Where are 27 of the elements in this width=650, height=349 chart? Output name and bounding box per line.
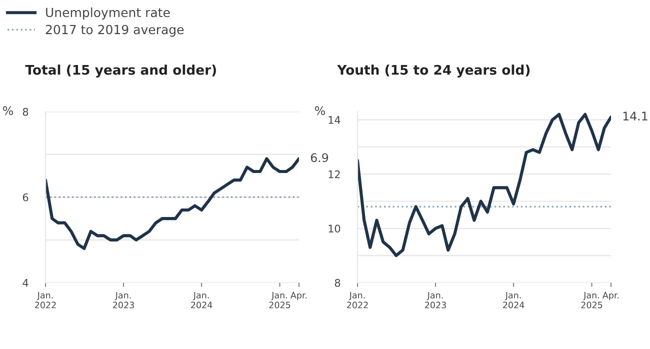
y-tick-label: 4 [22, 279, 28, 287]
annotation: 6.9 [310, 153, 328, 162]
x-tick-label: Jan. 2023 [113, 292, 134, 308]
annotation: 14.1 [623, 112, 648, 120]
y-axis-title: % [3, 106, 13, 116]
y-tick-label: 12 [328, 170, 340, 178]
line-series [46, 157, 299, 250]
line-series [358, 112, 611, 258]
y-tick-label: 8 [22, 108, 28, 116]
legend-label: 2017 to 2019 average [46, 24, 184, 37]
x-tick-label: Apr. [290, 292, 307, 300]
x-tick-label: Jan. 2024 [503, 292, 524, 308]
x-tick-label: Jan. 2024 [191, 292, 212, 308]
chart-title: Total (15 years and older) [25, 64, 216, 78]
x-tick-label: Jan. 2025 [581, 292, 602, 308]
y-tick-label: 14 [328, 116, 340, 124]
y-tick-label: 6 [22, 193, 28, 202]
x-tick-label: Apr. [602, 292, 619, 300]
chart-title: Youth (15 to 24 years old) [337, 64, 530, 78]
x-tick-label: Jan. 2022 [347, 292, 368, 308]
x-tick-label: Jan. 2025 [269, 292, 290, 308]
y-tick-label: 8 [334, 278, 340, 287]
x-tick-label: Jan. 2023 [425, 292, 446, 308]
y-axis-title: % [315, 106, 325, 116]
legend-label: Unemployment rate [46, 8, 170, 20]
x-tick-label: Jan. 2022 [35, 292, 56, 308]
y-tick-label: 10 [328, 224, 340, 233]
